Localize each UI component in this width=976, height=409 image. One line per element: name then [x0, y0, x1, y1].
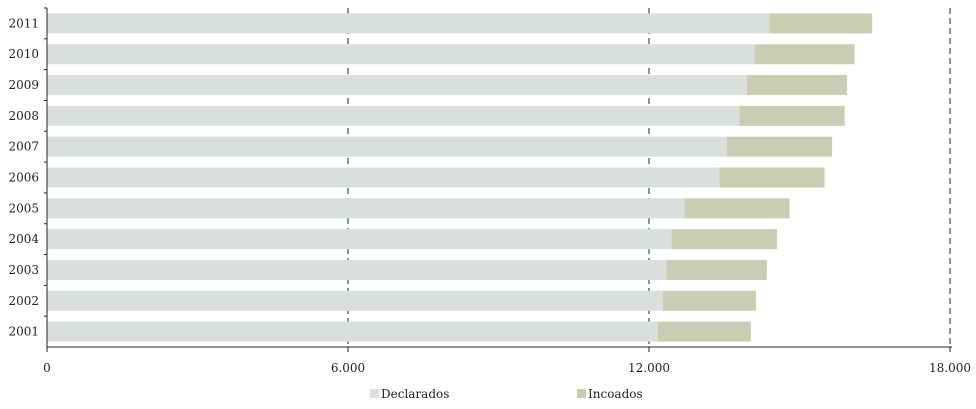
y-tick-label-2011: 2011 [8, 16, 39, 30]
x-tick-label-1: 6.000 [331, 361, 365, 375]
bar-declarados-2007 [47, 136, 727, 157]
y-tick-label-2008: 2008 [8, 109, 39, 123]
bar-declarados-2009 [47, 75, 747, 96]
bar-declarados-2004 [47, 229, 672, 250]
legend-label-incoados: Incoados [588, 387, 643, 401]
x-tick-label-2: 12.000 [628, 361, 670, 375]
bar-declarados-2011 [47, 13, 770, 34]
y-tick-label-2002: 2002 [8, 294, 39, 308]
bar-incoados-2005 [684, 198, 790, 219]
bar-declarados-2005 [47, 198, 685, 219]
x-tick-labels: 0 6.000 12.000 18.000 [43, 361, 971, 375]
bar-incoados-2008 [739, 105, 845, 126]
bar-incoados-2010 [754, 44, 855, 65]
x-tick-label-3: 18.000 [929, 361, 971, 375]
bar-incoados-2004 [671, 229, 777, 250]
y-tick-label-2009: 2009 [8, 78, 39, 92]
bar-incoados-2002 [663, 290, 756, 311]
y-tick-label-2003: 2003 [8, 263, 39, 277]
bar-declarados-2001 [47, 321, 659, 342]
bar-declarados-2002 [47, 290, 664, 311]
bar-declarados-2003 [47, 259, 667, 280]
bar-series [47, 13, 873, 342]
bar-incoados-2007 [726, 136, 833, 157]
gridlines [347, 8, 951, 347]
y-tick-label-2006: 2006 [8, 171, 39, 185]
legend-swatch-declarados [370, 389, 379, 398]
legend-label-declarados: Declarados [381, 387, 449, 401]
y-tick-label-2010: 2010 [8, 47, 39, 61]
y-tick-label-2005: 2005 [8, 201, 39, 215]
y-tick-label-2004: 2004 [8, 232, 39, 246]
x-tick-label-0: 0 [43, 361, 51, 375]
bar-declarados-2006 [47, 167, 720, 188]
bar-declarados-2010 [47, 44, 755, 65]
y-tick-labels: 2011 2010 2009 2008 2007 2006 2005 2004 2003 2002… [8, 16, 39, 338]
bar-incoados-2011 [769, 13, 873, 34]
bar-incoados-2006 [719, 167, 825, 188]
bar-incoados-2001 [658, 321, 751, 342]
axes [44, 7, 952, 352]
y-tick-label-2001: 2001 [8, 325, 39, 339]
bar-incoados-2009 [746, 75, 848, 96]
legend: Declarados Incoados [370, 387, 643, 401]
y-tick-label-2007: 2007 [8, 140, 39, 154]
bar-declarados-2008 [47, 105, 740, 126]
bar-incoados-2003 [666, 259, 767, 280]
legend-swatch-incoados [577, 389, 586, 398]
